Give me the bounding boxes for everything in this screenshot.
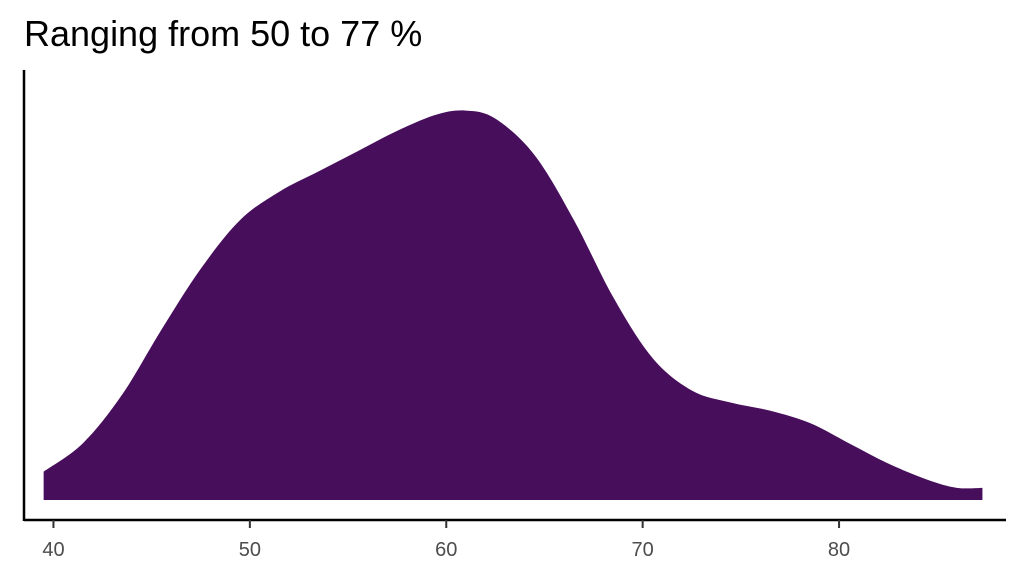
x-tick-label-80: 80: [828, 539, 850, 561]
density-area: [43, 110, 983, 500]
chart-title: Ranging from 50 to 77 %: [24, 13, 422, 54]
x-axis-ticks: 40 50 60 70 80: [42, 520, 850, 561]
x-tick-label-40: 40: [42, 539, 64, 561]
x-tick-label-70: 70: [632, 539, 654, 561]
plot-area: [43, 110, 983, 500]
x-tick-label-60: 60: [435, 539, 457, 561]
x-tick-label-50: 50: [239, 539, 261, 561]
